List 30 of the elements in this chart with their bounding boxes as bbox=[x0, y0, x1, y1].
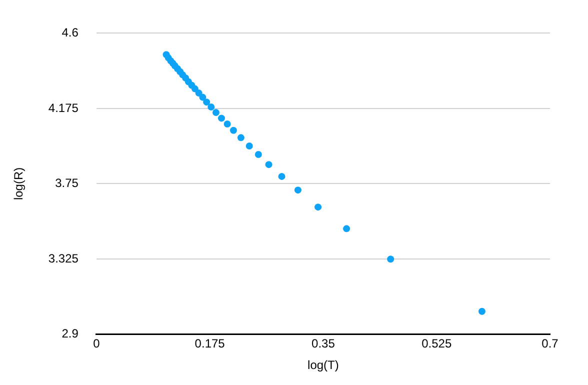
point bbox=[230, 126, 237, 134]
point bbox=[212, 109, 220, 116]
y-axis-title: log(R) bbox=[12, 167, 26, 200]
point bbox=[224, 120, 231, 128]
point bbox=[195, 90, 202, 97]
x-tick-label: 0.175 bbox=[194, 336, 226, 351]
point bbox=[237, 134, 244, 142]
y-tick-label: 4.175 bbox=[48, 100, 79, 115]
x-axis-title: log(T) bbox=[308, 358, 339, 372]
y-tick-label: 3.75 bbox=[55, 176, 79, 190]
x-tick-label: 0 bbox=[93, 336, 100, 351]
point bbox=[203, 98, 210, 106]
point bbox=[218, 114, 225, 122]
point bbox=[199, 94, 206, 101]
point bbox=[387, 256, 394, 263]
point bbox=[478, 308, 486, 315]
x-tick-label: 0.7 bbox=[542, 336, 559, 351]
point bbox=[254, 150, 262, 158]
point bbox=[294, 186, 302, 194]
point bbox=[246, 142, 253, 150]
point bbox=[314, 204, 322, 211]
point bbox=[278, 172, 286, 180]
point bbox=[265, 161, 272, 168]
x-tick-label: 0.35 bbox=[312, 336, 336, 351]
point bbox=[343, 225, 350, 232]
point bbox=[208, 104, 215, 111]
x-tick-label: 0.525 bbox=[422, 336, 452, 351]
y-tick-label: 2.9 bbox=[62, 326, 79, 341]
y-tick-label: 3.325 bbox=[48, 251, 79, 266]
y-tick-label: 4.6 bbox=[62, 26, 79, 40]
